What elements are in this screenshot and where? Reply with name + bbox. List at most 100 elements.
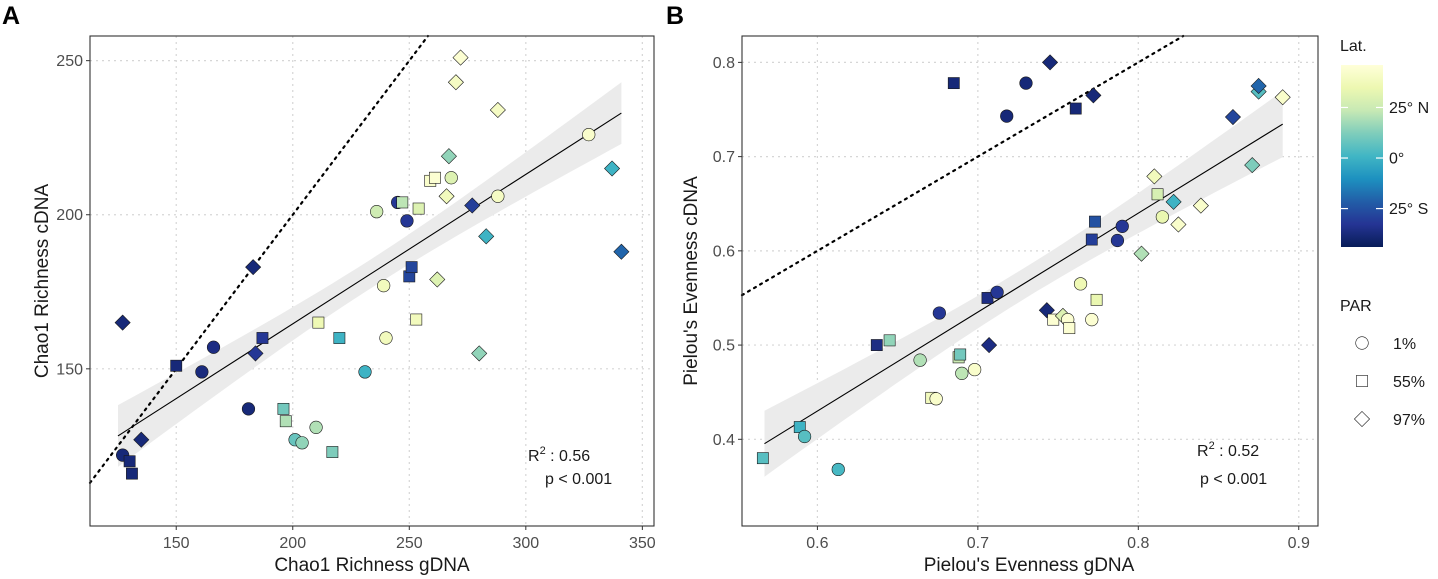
x-tick-label: 0.6 — [806, 535, 828, 552]
x-tick-label: 350 — [629, 535, 656, 552]
data-point-circle — [1115, 219, 1129, 233]
data-point-circle — [1000, 109, 1014, 123]
panel-a-r2-superscript: 2 — [540, 445, 546, 457]
data-point-diamond — [447, 74, 464, 91]
data-point-circle — [955, 366, 969, 380]
panel-b-p-value: p < 0.001 — [1200, 471, 1267, 488]
x-tick-label: 0.8 — [1127, 535, 1149, 552]
data-point-diamond — [1165, 193, 1182, 210]
data-point-diamond — [245, 259, 262, 276]
data-point-diamond — [1274, 89, 1291, 106]
panel-b-border — [741, 35, 1319, 527]
panel-a-points — [114, 49, 630, 480]
latitude-legend-title: Lat. — [1340, 38, 1367, 55]
panel-b-r2-label: R — [1197, 443, 1209, 460]
x-tick-label: 200 — [279, 535, 306, 552]
colorbar-tick-label: 25° N — [1389, 100, 1429, 117]
data-point-square — [279, 415, 292, 428]
x-tick-label: 0.7 — [967, 535, 989, 552]
data-point-diamond — [478, 228, 495, 245]
data-point-circle — [206, 340, 221, 354]
panel-a-r2-value: : 0.56 — [546, 448, 591, 465]
data-point-circle — [1019, 76, 1033, 90]
x-tick-label: 300 — [512, 535, 539, 552]
data-point-circle — [370, 205, 384, 219]
data-point-diamond — [1085, 87, 1102, 104]
data-point-circle — [358, 365, 372, 379]
data-point-square — [1089, 215, 1101, 228]
data-point-diamond — [1133, 245, 1150, 262]
data-point-circle — [491, 189, 505, 203]
data-point-diamond — [1244, 157, 1261, 174]
data-point-square — [1085, 233, 1098, 246]
panel-b-y-ticks: 0.4 0.5 0.6 0.7 0.8 — [713, 55, 742, 449]
x-tick-label: 0.9 — [1288, 535, 1310, 552]
latitude-colorbar-ticks: 25° N 0° 25° S — [1341, 100, 1429, 218]
data-point-circle — [929, 392, 943, 406]
data-point-circle — [309, 420, 323, 434]
data-point-square — [277, 402, 290, 415]
data-point-circle — [377, 279, 391, 293]
data-point-diamond — [604, 160, 621, 177]
y-tick-label: 0.8 — [713, 55, 735, 72]
y-tick-label: 0.4 — [713, 432, 735, 449]
data-point-circle — [195, 365, 209, 379]
data-point-square — [1090, 293, 1103, 306]
panel-b-label: B — [666, 2, 684, 30]
data-point-diamond — [247, 345, 264, 362]
data-point-circle — [932, 306, 946, 320]
data-point-square — [981, 292, 994, 304]
data-point-square — [396, 196, 409, 209]
data-point-square — [756, 452, 769, 465]
data-point-square — [256, 332, 269, 344]
y-tick-label: 250 — [56, 53, 83, 70]
data-point-diamond — [489, 101, 506, 118]
data-point-diamond — [438, 188, 455, 205]
data-point-circle — [913, 353, 927, 367]
data-point-square — [870, 339, 883, 351]
data-point-diamond — [440, 148, 457, 165]
data-point-circle — [379, 331, 393, 345]
data-point-circle — [241, 402, 256, 416]
panel-b-points — [756, 54, 1291, 477]
data-point-circle — [1155, 210, 1169, 224]
data-point-circle — [400, 214, 414, 228]
par-legend-square-icon — [1356, 375, 1368, 387]
x-tick-label: 250 — [396, 535, 423, 552]
y-tick-label: 0.5 — [713, 338, 735, 355]
data-point-diamond — [1170, 216, 1187, 233]
y-tick-label: 150 — [56, 361, 83, 378]
data-point-circle — [831, 462, 845, 477]
latitude-colorbar — [1341, 65, 1383, 247]
data-point-circle — [968, 362, 982, 377]
panel-b-y-axis-title: Pielou's Evenness cDNA — [681, 176, 702, 386]
panel-b: B 0.6 0.7 0.8 0.9 0.4 0.5 0.6 0.7 0.8 R2 : 0.52… — [666, 2, 1319, 576]
panel-a-r2-annotation: R2 : 0.56 — [528, 445, 590, 465]
data-point-circle — [797, 429, 812, 444]
panel-b-regression-line — [764, 123, 1283, 445]
panel-b-identity-line — [740, 34, 1185, 297]
data-point-square — [1151, 188, 1164, 201]
data-point-diamond — [452, 49, 469, 66]
data-point-diamond — [1250, 77, 1267, 94]
panel-a-x-ticks: 150 200 250 300 350 — [163, 526, 656, 552]
latitude-legend: Lat. 25° N 0° 25° S — [1340, 38, 1429, 247]
par-legend-label: 1% — [1393, 336, 1416, 353]
panel-b-x-axis-title: Pielou's Evenness gDNA — [924, 555, 1135, 576]
par-legend-diamond-icon — [1353, 410, 1371, 428]
panel-a-r2-label: R — [528, 448, 540, 465]
y-tick-label: 0.6 — [713, 243, 735, 260]
data-point-diamond — [981, 337, 998, 354]
par-legend-label: 55% — [1393, 374, 1425, 391]
x-tick-label: 150 — [163, 535, 190, 552]
data-point-square — [405, 261, 418, 274]
panel-b-r2-superscript: 2 — [1209, 440, 1215, 452]
data-point-square — [954, 348, 967, 361]
data-point-square — [412, 202, 425, 215]
par-legend: PAR 1% 55% 97% — [1340, 298, 1425, 429]
data-point-circle — [444, 171, 458, 185]
data-point-square — [947, 77, 960, 90]
panel-a-identity-line — [88, 34, 430, 484]
panel-a-p-value: p < 0.001 — [545, 471, 612, 488]
